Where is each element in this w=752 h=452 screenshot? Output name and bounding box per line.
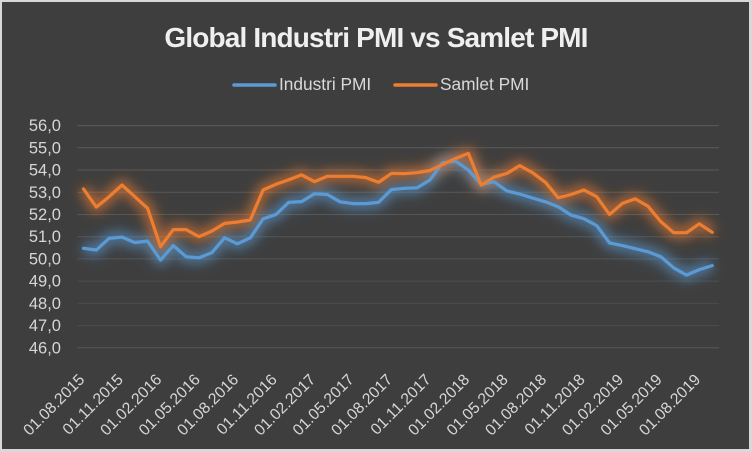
svg-text:51,0: 51,0 [29, 228, 61, 246]
svg-text:Samlet PMI: Samlet PMI [440, 74, 529, 94]
svg-text:46,0: 46,0 [29, 339, 61, 357]
svg-text:50,0: 50,0 [29, 250, 61, 268]
svg-text:55,0: 55,0 [29, 139, 61, 157]
svg-text:Industri PMI: Industri PMI [279, 74, 371, 94]
svg-text:52,0: 52,0 [29, 206, 61, 224]
svg-text:56,0: 56,0 [29, 117, 61, 135]
svg-text:53,0: 53,0 [29, 184, 61, 202]
svg-text:48,0: 48,0 [29, 295, 61, 313]
svg-text:49,0: 49,0 [29, 273, 61, 291]
svg-text:54,0: 54,0 [29, 162, 61, 180]
svg-text:47,0: 47,0 [29, 317, 61, 335]
svg-text:Global Industri PMI vs Samlet: Global Industri PMI vs Samlet PMI [164, 22, 587, 53]
